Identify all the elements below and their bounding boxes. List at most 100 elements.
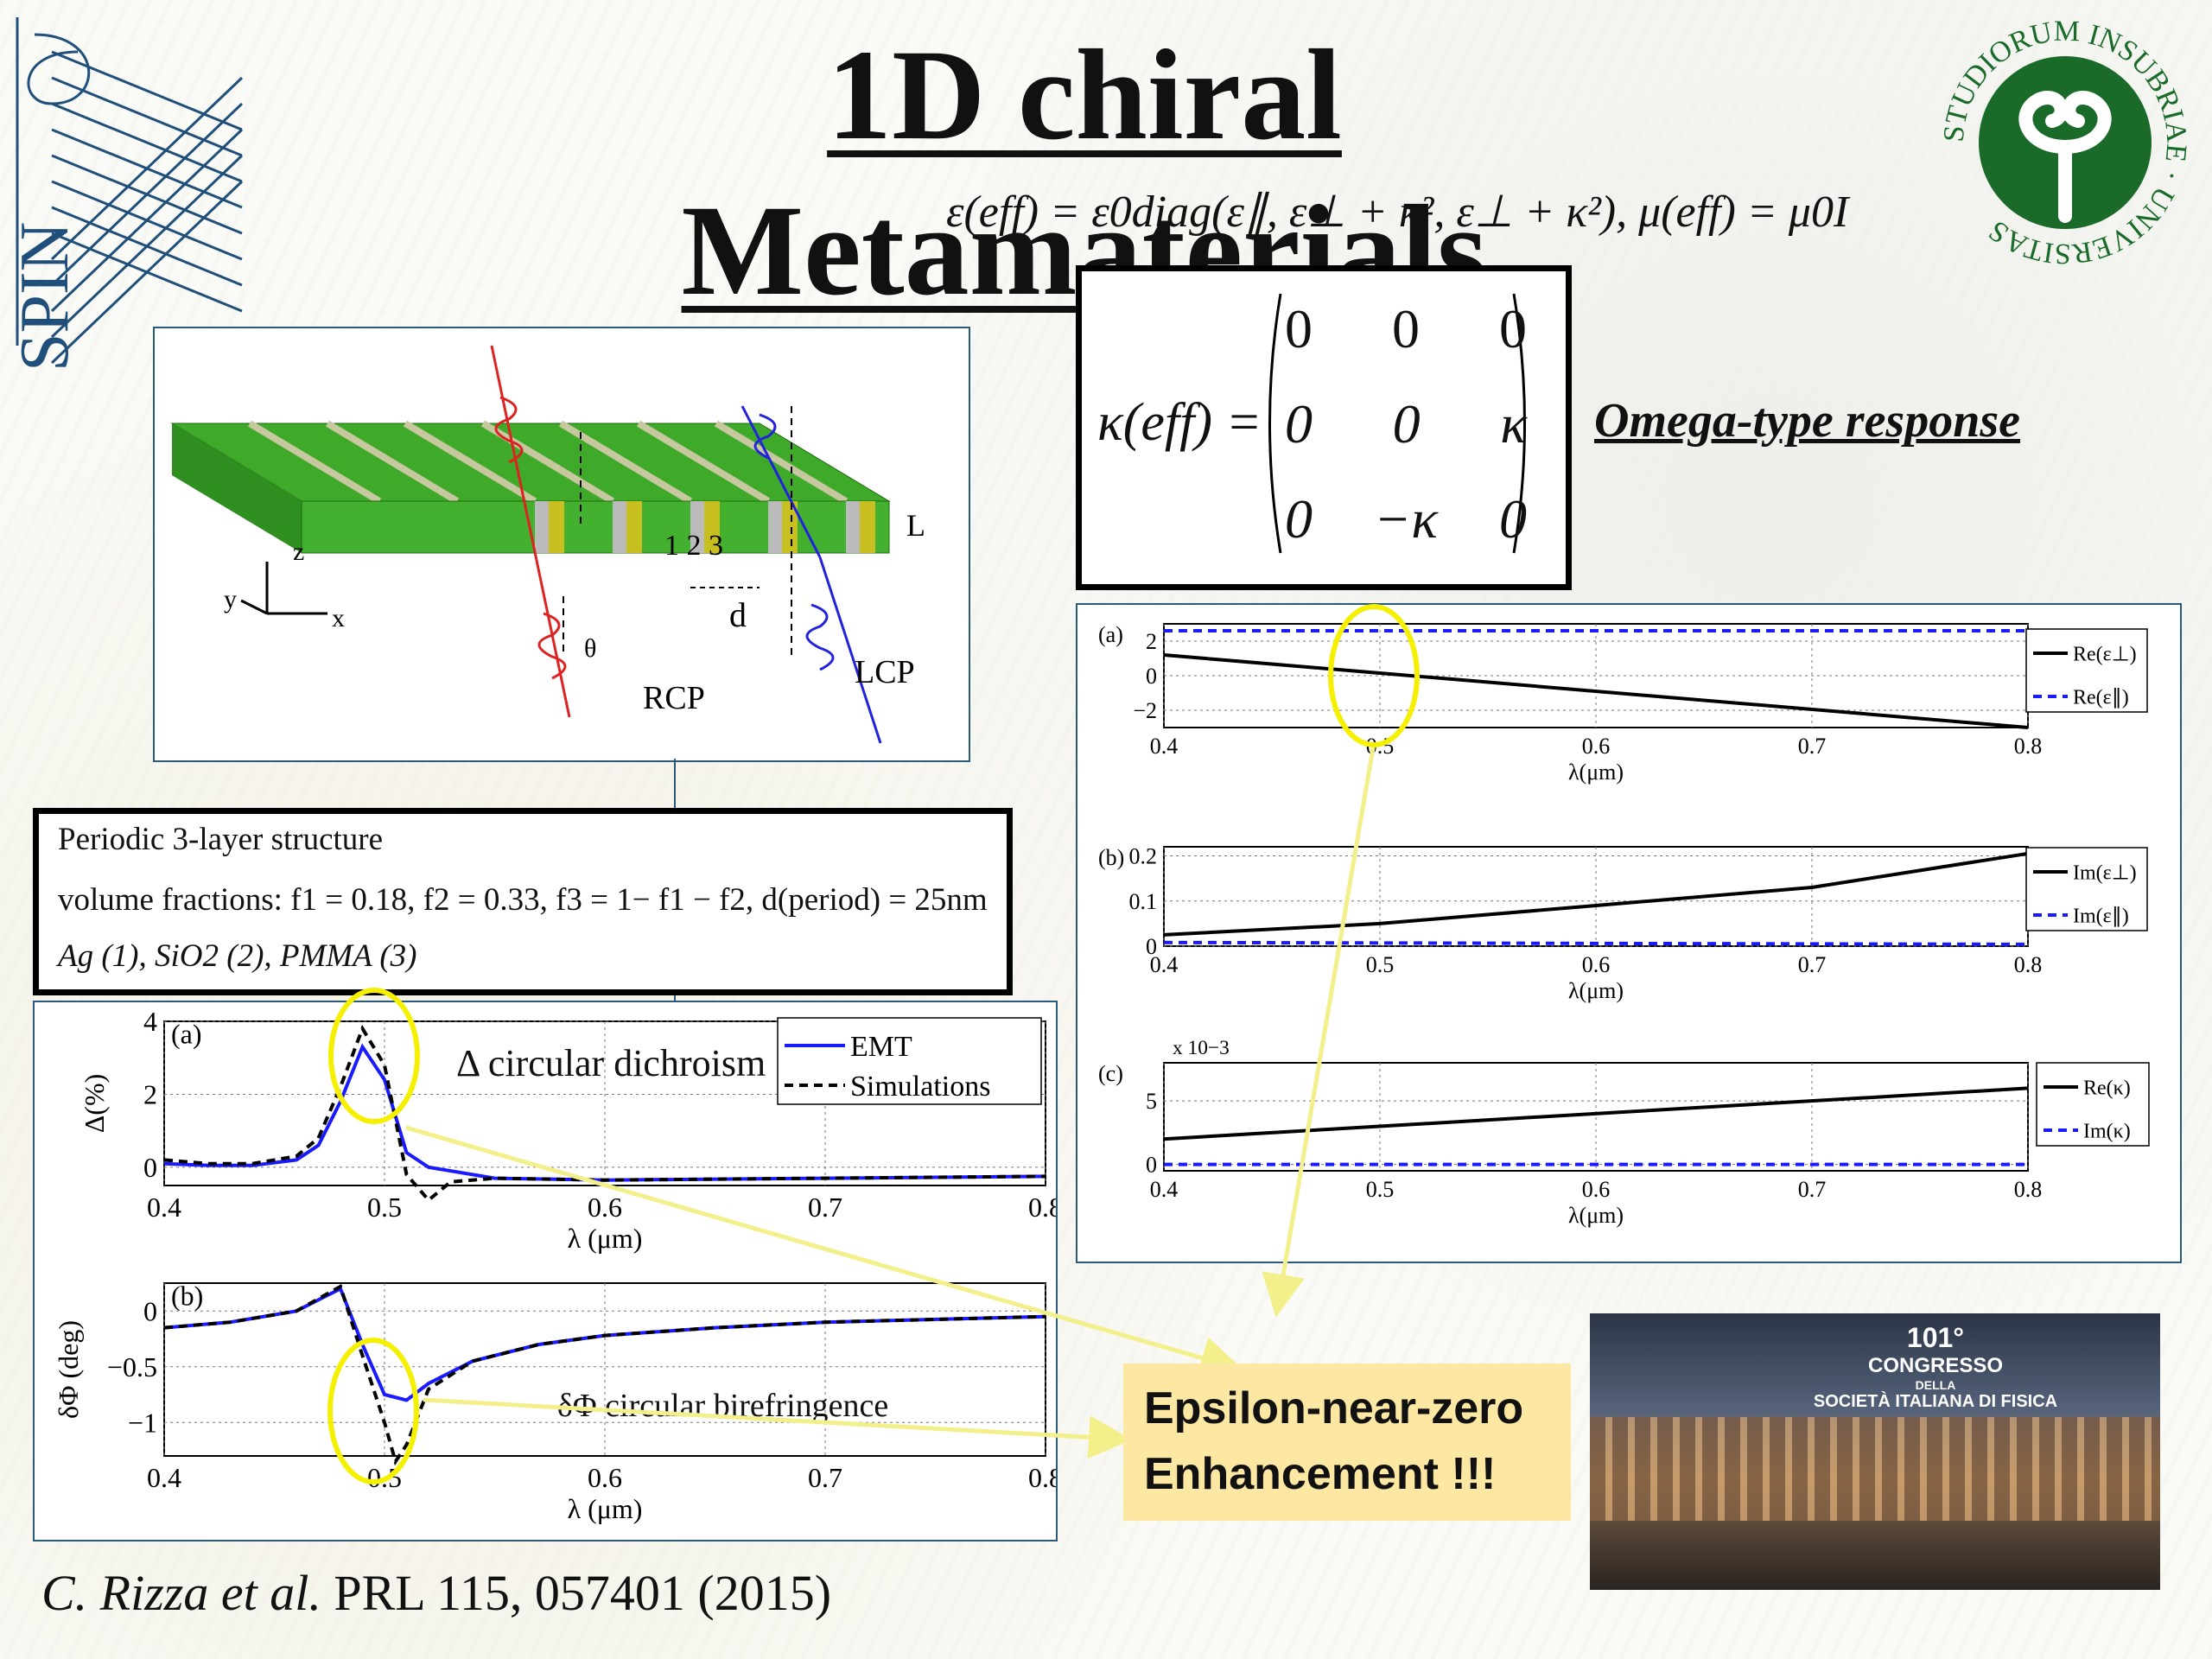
x-axis-label: λ (μm) <box>568 1493 643 1524</box>
x-tick-label: 0.7 <box>1798 734 1827 759</box>
axis-y-label: y <box>224 585 237 613</box>
legend-box <box>2025 847 2148 931</box>
matrix-cell: 0 <box>1499 488 1527 550</box>
kappa-matrix-grid: 0 0 0 0 0 κ 0 −κ 0 <box>1285 297 1527 582</box>
x-axis-label: λ(μm) <box>1568 760 1624 785</box>
citation-authors: C. Rizza et al. <box>41 1565 321 1621</box>
series-line <box>1163 851 2029 937</box>
y-tick-label: 0 <box>143 1295 157 1326</box>
period-d-label: d <box>729 595 747 634</box>
spin-logo: SPIN <box>7 17 244 372</box>
structure-line-2: volume fractions: f1 = 0.18, f2 = 0.33, … <box>58 882 988 918</box>
y-tick-label: −1 <box>128 1407 157 1438</box>
circular-dichroism-chart: 0.4 0.5 0.6 0.7 0.8 0 2 4 λ (μm) Δ(%) (a) EMT Simula… <box>79 1006 1056 1254</box>
matrix-cell: κ <box>1500 393 1527 454</box>
y-tick-label: 0 <box>1146 664 1157 689</box>
panel-label: (a) <box>171 1019 202 1050</box>
legend-label: Re(ε⊥) <box>2073 643 2137 665</box>
x-tick-label: 0.4 <box>1150 734 1179 759</box>
x-tick-label: 0.8 <box>1028 1462 1056 1493</box>
y-tick-label: 2 <box>1146 629 1157 654</box>
structure-line-1: Periodic 3-layer structure <box>58 822 384 857</box>
kappa-chart: 0.4 0.5 0.6 0.7 0.8 5 0 λ(μm) (c) x 10−3 Re(κ) Im(κ… <box>1098 1037 2150 1228</box>
legend-label: EMT <box>850 1031 912 1063</box>
L-label: L <box>906 508 925 543</box>
x-tick-label: 0.6 <box>1582 952 1611 977</box>
x-tick-label: 0.6 <box>588 1462 622 1493</box>
panel-label: (a) <box>1098 622 1123 647</box>
congress-photo: 101° CONGRESSO DELLA SOCIETÀ ITALIANA DI… <box>1590 1313 2160 1590</box>
legend-label: Simulations <box>850 1071 990 1103</box>
congress-society: SOCIETÀ ITALIANA DI FISICA <box>1813 1392 2058 1411</box>
matrix-cell: 0 <box>1392 393 1421 454</box>
x-tick-label: 0.4 <box>147 1192 181 1223</box>
x-tick-label: 0.8 <box>2014 734 2043 759</box>
epsilon-equation: ε(eff) = ε0diag(ε∥, ε⊥ + κ², ε⊥ + κ²), μ… <box>946 188 1849 237</box>
y-tick-label: 0 <box>1146 934 1157 959</box>
x-tick-label: 0.7 <box>808 1462 842 1493</box>
axis-x-label: x <box>332 604 345 632</box>
chiral-structure-diagram: 1 2 3 L d θ RCP LCP z y x <box>170 345 925 744</box>
x-tick-label: 0.6 <box>1582 734 1611 759</box>
x-tick-label: 0.6 <box>1582 1177 1611 1202</box>
re-epsilon-chart: 0.4 0.5 0.6 0.7 0.820−2λ(μm)(a)Re(ε⊥)Re(ε∥) <box>1098 622 2148 785</box>
x-tick-label: 0.5 <box>367 1192 402 1223</box>
schematic-panel: 1 2 3 L d θ RCP LCP z y x <box>153 327 970 762</box>
x-tick-label: 0.8 <box>2014 1177 2043 1202</box>
axis-z-label: z <box>293 537 304 566</box>
x-tick-label: 0.5 <box>1366 952 1395 977</box>
y-axis-label: Δ(%) <box>79 1074 110 1134</box>
dichroism-note: Δ circular dichroism <box>456 1042 766 1084</box>
theta-label: θ <box>584 634 596 663</box>
legend-label: Im(ε⊥) <box>2073 861 2137 884</box>
y-tick-label: −2 <box>1133 698 1157 723</box>
y-tick-label: 0.2 <box>1129 844 1158 869</box>
legend-box <box>2036 1062 2150 1147</box>
right-chart-panel: 0.4 0.5 0.6 0.7 0.8 2 0 −2 λ(μm) (a) Re(ε⊥) Re(ε∥) … <box>1076 603 2182 1263</box>
y-tick-label: 0 <box>1146 1153 1157 1178</box>
x-tick-label: 0.8 <box>1028 1192 1056 1223</box>
y-tick-label: 5 <box>1146 1089 1157 1114</box>
left-chart-panel: 0.4 0.5 0.6 0.7 0.8 0 2 4 λ (μm) Δ(%) (a) EMT Simula… <box>33 1001 1058 1541</box>
matrix-cell: 0 <box>1285 488 1313 550</box>
structure-box: Periodic 3-layer structure volume fracti… <box>33 808 1013 995</box>
x-tick-label: 0.7 <box>1798 952 1827 977</box>
citation: C. Rizza et al. PRL 115, 057401 (2015) <box>41 1564 831 1622</box>
panel-label: (b) <box>171 1281 203 1312</box>
legend-box <box>2025 628 2148 713</box>
enz-callout: Epsilon-near-zero Enhancement !!! <box>1123 1363 1571 1521</box>
matrix-brackets <box>1268 293 1526 554</box>
congress-word: CONGRESSO <box>1867 1354 2004 1377</box>
legend-label: Im(ε∥) <box>2073 905 2129 927</box>
y-tick-label: −0.5 <box>107 1351 157 1382</box>
series-line <box>163 1283 1046 1466</box>
x-axis-label: λ(μm) <box>1568 1203 1624 1228</box>
x-tick-label: 0.6 <box>588 1192 622 1223</box>
matrix-cell: 0 <box>1499 298 1527 359</box>
y-tick-label: 0 <box>143 1152 157 1183</box>
x-axis-label: λ(μm) <box>1568 978 1624 1003</box>
x-tick-label: 0.4 <box>147 1462 181 1493</box>
y-multiplier: x 10−3 <box>1173 1037 1230 1059</box>
matrix-cell: 0 <box>1285 298 1313 359</box>
kappa-label: κ(eff) = <box>1097 393 1262 452</box>
legend-label: Re(ε∥) <box>2073 686 2129 709</box>
legend-label: Re(κ) <box>2083 1077 2131 1099</box>
y-axis-label: δΦ (deg) <box>53 1320 84 1419</box>
x-tick-label: 0.4 <box>1150 952 1179 977</box>
structure-line-3: Ag (1), SiO2 (2), PMMA (3) <box>58 938 417 974</box>
citation-ref: PRL 115, 057401 (2015) <box>321 1565 832 1621</box>
kappa-matrix-box: κ(eff) = 0 0 0 0 0 κ 0 −κ 0 <box>1076 265 1572 590</box>
im-epsilon-chart: 0.4 0.5 0.6 0.7 0.8 0.2 0.1 0 λ(μm) (b) Im(ε⊥) Im(ε… <box>1098 844 2148 1003</box>
y-tick-label: 2 <box>143 1079 157 1110</box>
series-line <box>1163 940 2029 946</box>
x-tick-label: 0.7 <box>1798 1177 1827 1202</box>
rcp-label: RCP <box>643 680 705 716</box>
x-tick-label: 0.8 <box>2014 952 2043 977</box>
matrix-cell: 0 <box>1285 393 1313 454</box>
legend-box <box>777 1017 1042 1105</box>
series-line <box>1163 653 2029 729</box>
x-tick-label: 0.5 <box>1366 1177 1395 1202</box>
x-axis-label: λ (μm) <box>568 1223 643 1254</box>
